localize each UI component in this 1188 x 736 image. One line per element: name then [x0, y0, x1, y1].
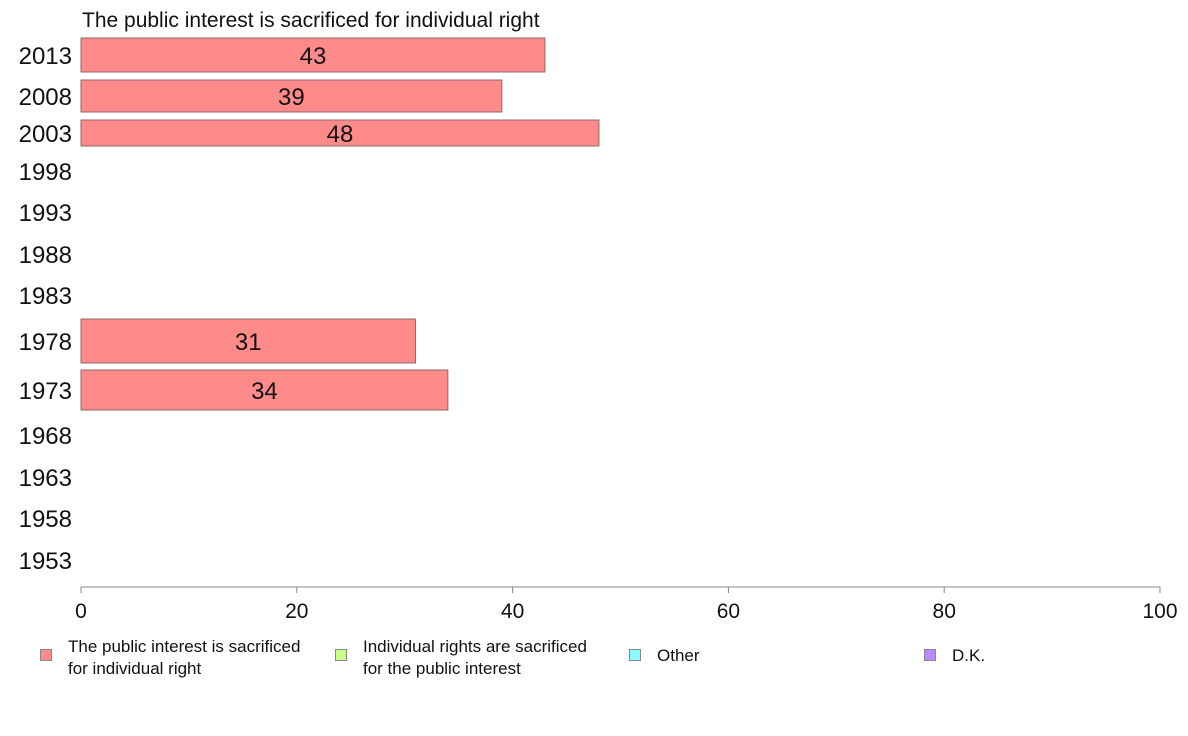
- bar-value-label: 34: [251, 378, 278, 405]
- x-tick-label: 60: [717, 600, 740, 623]
- year-label: 1973: [19, 378, 72, 405]
- x-axis: 0 20 40 60 80 100: [75, 586, 1178, 623]
- legend-item-other: Other: [629, 636, 700, 667]
- year-label: 1968: [19, 423, 72, 450]
- legend-label: D.K.: [952, 646, 986, 665]
- legend-item-public-interest: The public interest is sacrificed for in…: [40, 636, 300, 680]
- x-tick-label: 100: [1142, 600, 1177, 623]
- year-label: 2003: [19, 121, 72, 148]
- bar-value-label: 43: [300, 43, 327, 70]
- legend-swatch: [924, 649, 936, 661]
- bar-chart: The public interest is sacrificed for in…: [19, 9, 1178, 623]
- year-label: 1958: [19, 506, 72, 533]
- x-tick-label: 0: [75, 600, 87, 623]
- chart-title: The public interest is sacrificed for in…: [82, 9, 540, 32]
- year-label: 1983: [19, 283, 72, 310]
- legend-swatch: [40, 649, 52, 661]
- legend: The public interest is sacrificed for in…: [0, 636, 1188, 696]
- legend-item-dk: D.K.: [924, 636, 985, 667]
- bar-value-label: 48: [327, 121, 354, 148]
- legend-label: Individual rights are sacrificed for the…: [363, 637, 587, 678]
- legend-swatch: [629, 649, 641, 661]
- x-tick-label: 40: [501, 600, 524, 623]
- year-label: 1978: [19, 329, 72, 356]
- legend-label: The public interest is sacrificed for in…: [68, 637, 301, 678]
- year-label: 2013: [19, 43, 72, 70]
- bar: [80, 119, 600, 147]
- year-label: 1963: [19, 465, 72, 492]
- bar-value-label: 39: [278, 84, 305, 111]
- bars-group: 43 39 48 31 34: [80, 37, 600, 411]
- x-tick-label: 80: [933, 600, 956, 623]
- year-label: 1998: [19, 159, 72, 186]
- bar: [80, 79, 503, 113]
- bar: [80, 318, 416, 364]
- year-label: 1953: [19, 548, 72, 575]
- legend-label: Other: [657, 646, 700, 665]
- year-labels-group: 2013 2008 2003 1998 1993 1988 1983 1978 1973 1968…: [19, 43, 72, 575]
- bar: [80, 369, 449, 411]
- legend-item-individual-rights: Individual rights are sacrificed for the…: [335, 636, 587, 680]
- bar-value-label: 31: [235, 329, 262, 356]
- x-tick-label: 20: [285, 600, 308, 623]
- bar: [80, 37, 546, 73]
- legend-swatch: [335, 649, 347, 661]
- year-label: 1993: [19, 200, 72, 227]
- year-label: 2008: [19, 84, 72, 111]
- year-label: 1988: [19, 242, 72, 269]
